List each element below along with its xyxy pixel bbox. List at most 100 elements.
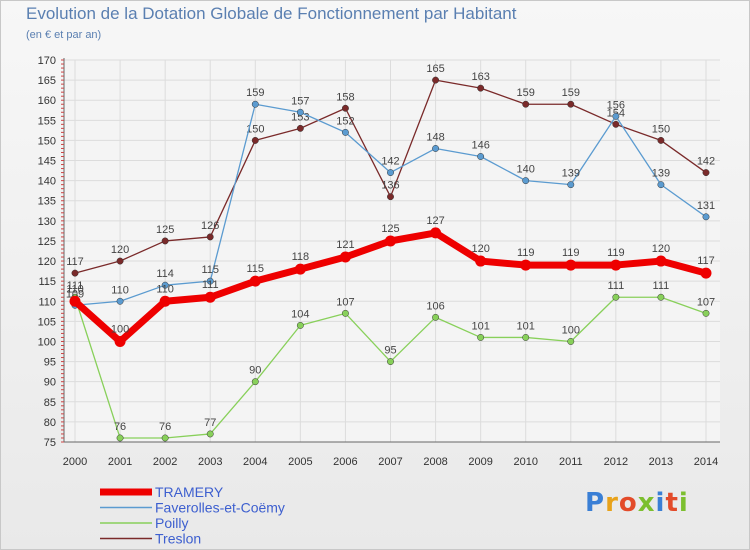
y-tick-label: 100 [38,336,56,348]
data-point [430,227,442,239]
data-label: 142 [697,156,715,168]
data-point [612,112,620,120]
data-point [477,153,485,160]
data-label: 119 [517,247,535,259]
data-label: 101 [517,320,535,332]
data-label: 119 [562,247,580,259]
data-label: 101 [471,320,489,332]
y-tick-label: 115 [38,276,56,288]
data-point [161,434,169,442]
data-label: 100 [562,324,580,336]
data-point [206,277,214,285]
x-tick-label: 2013 [649,456,673,468]
data-point [385,235,396,247]
y-tick-label: 135 [38,196,56,208]
data-label: 150 [652,123,670,135]
data-point [702,169,710,177]
data-label: 107 [336,296,354,308]
data-point [341,309,349,317]
y-tick-label: 170 [38,55,56,67]
data-point [432,145,440,152]
data-label: 148 [426,131,444,143]
data-point [702,213,710,221]
logo-letter: x [637,488,656,518]
data-point [161,281,169,289]
y-tick-label: 155 [38,115,56,127]
data-label: 159 [246,87,264,99]
data-point [522,177,530,185]
x-tick-label: 2007 [378,456,402,468]
data-point [206,233,214,241]
data-point [339,251,351,263]
data-label: 157 [291,95,309,107]
data-label: 90 [249,365,261,377]
data-point [387,358,394,366]
y-tick-label: 90 [44,377,56,389]
x-tick-label: 2014 [694,456,718,468]
legend-label: TRAMERY [155,484,224,500]
data-label: 125 [156,224,174,236]
data-point [71,269,79,277]
data-point [251,100,259,108]
data-label: 111 [607,280,624,292]
x-tick-label: 2008 [423,456,447,468]
y-tick-label: 75 [44,437,56,449]
data-point [567,100,575,108]
data-label: 139 [652,168,670,180]
data-point [296,124,304,132]
data-label: 159 [517,87,535,99]
proxiti-logo: Proxiti [585,488,689,518]
y-tick-label: 140 [38,176,56,188]
data-label: 146 [471,140,489,152]
data-label: 121 [336,239,354,251]
data-label: 115 [201,264,219,276]
y-tick-label: 80 [44,417,56,429]
data-label: 77 [204,417,216,429]
data-point [612,293,620,301]
data-label: 119 [607,247,625,259]
data-label: 156 [607,99,625,111]
data-label: 111 [67,280,84,292]
y-tick-label: 120 [38,256,56,268]
data-point [657,293,665,301]
y-tick-label: 85 [44,397,56,409]
data-label: 110 [66,283,84,295]
data-point [341,128,349,136]
data-point [655,255,667,267]
x-tick-label: 2001 [108,456,132,468]
logo-letter: P [585,488,606,518]
data-point [69,295,81,307]
data-label: 136 [381,180,399,192]
data-point [657,181,665,189]
x-tick-label: 2006 [333,456,357,468]
data-label: 159 [562,87,580,99]
logo-letter: i [678,488,689,518]
data-label: 117 [697,255,715,267]
data-label: 142 [381,156,399,168]
y-tick-label: 145 [38,156,56,168]
data-label: 139 [562,168,580,180]
data-label: 127 [426,215,444,227]
data-point [251,136,259,144]
data-point [116,434,124,442]
data-point [565,259,577,271]
data-point [296,108,304,116]
legend-label: Poilly [155,515,188,531]
data-point [204,291,216,303]
data-point [702,309,710,317]
data-point [432,313,440,321]
data-point [657,136,665,144]
x-tick-label: 2012 [604,456,628,468]
data-point [387,169,394,177]
y-tick-label: 125 [38,236,56,248]
legend-label: Faverolles-et-Coëmy [155,500,285,516]
y-tick-label: 95 [44,357,56,369]
data-label: 110 [156,283,174,295]
data-label: 115 [247,263,265,275]
data-point [114,335,126,347]
data-label: 107 [697,296,715,308]
data-point [432,76,440,84]
data-label: 126 [201,220,219,232]
data-label: 106 [426,300,444,312]
